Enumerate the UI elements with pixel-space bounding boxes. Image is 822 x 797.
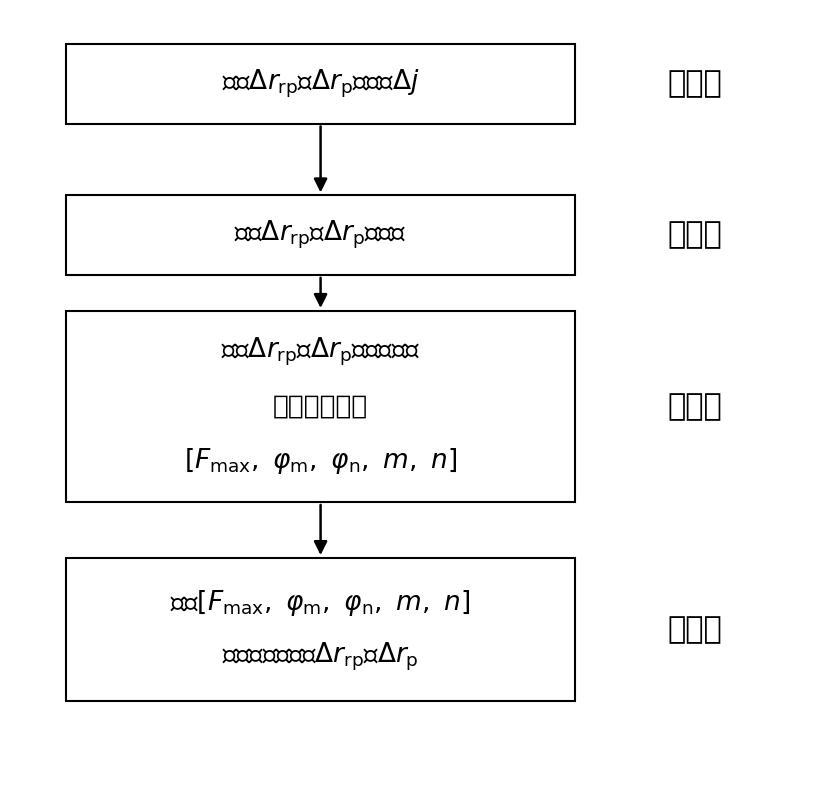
Text: 根据$[F_{\rm max},\ \varphi_{\rm m},\ \varphi_{\rm n},\ m,\ n]$: 根据$[F_{\rm max},\ \varphi_{\rm m},\ \var…	[170, 587, 471, 618]
Text: 步骤四: 步骤四	[667, 614, 722, 645]
Text: 步骤一: 步骤一	[667, 69, 722, 99]
Text: 离散$\Delta r_{\rm rp}$与$\Delta r_{\rm p}$的取值，求: 离散$\Delta r_{\rm rp}$与$\Delta r_{\rm p}$…	[221, 336, 420, 368]
Text: 步骤二: 步骤二	[667, 220, 722, 250]
Text: 筛选得到最优的$\Delta r_{\rm rp}$与$\Delta r_{\rm p}$: 筛选得到最优的$\Delta r_{\rm rp}$与$\Delta r_{\r…	[222, 641, 419, 673]
Text: 确定$\Delta r_{\rm rp}$与$\Delta r_{\rm p}$的范围: 确定$\Delta r_{\rm rp}$与$\Delta r_{\rm p}$…	[234, 219, 407, 251]
Text: $[F_{\rm max},\ \varphi_{\rm m},\ \varphi_{\rm n},\ m,\ n]$: $[F_{\rm max},\ \varphi_{\rm m},\ \varph…	[184, 446, 457, 476]
Text: 设定$\Delta r_{\rm rp}$与$\Delta r_{\rm p}$的差值$\Delta j$: 设定$\Delta r_{\rm rp}$与$\Delta r_{\rm p}$…	[222, 68, 419, 100]
FancyBboxPatch shape	[66, 558, 575, 701]
FancyBboxPatch shape	[66, 44, 575, 124]
FancyBboxPatch shape	[66, 311, 575, 502]
Text: 步骤三: 步骤三	[667, 391, 722, 422]
FancyBboxPatch shape	[66, 195, 575, 275]
Text: 得有解的组合: 得有解的组合	[273, 394, 368, 419]
